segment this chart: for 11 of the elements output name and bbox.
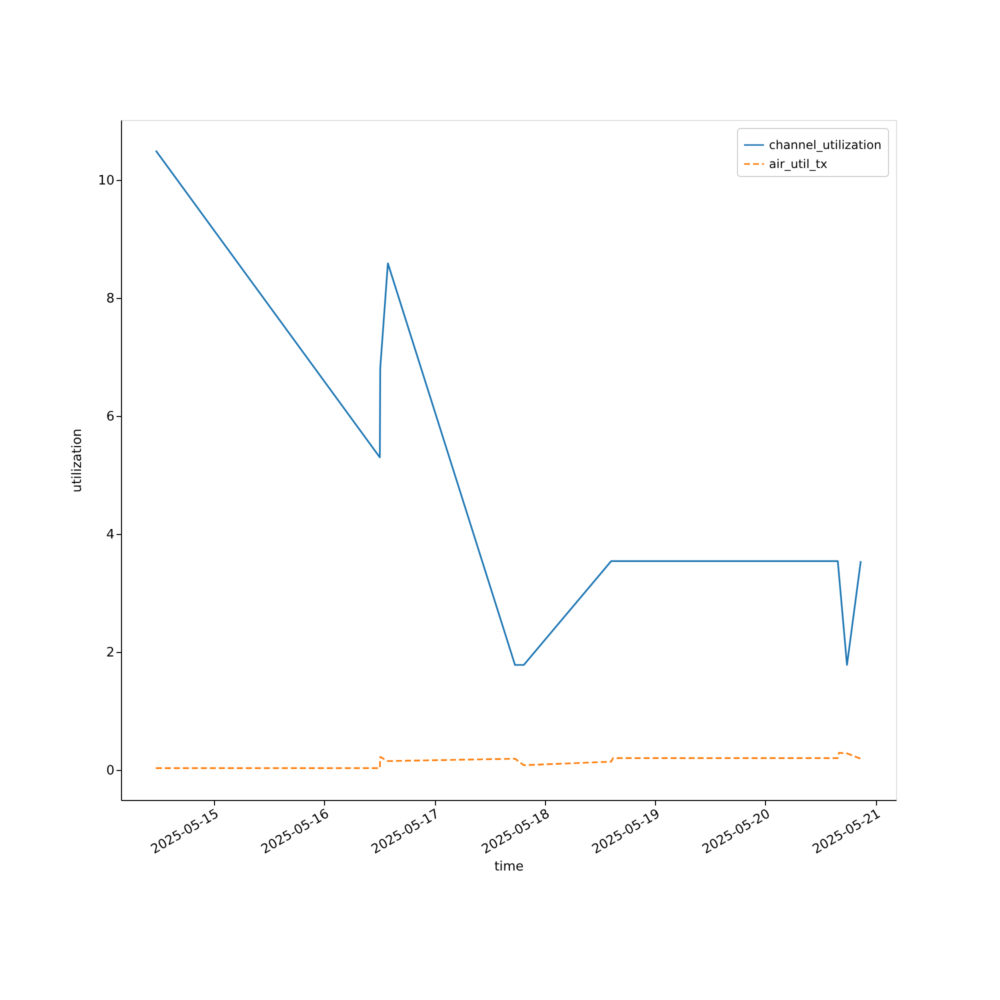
y-tick-label: 0	[106, 763, 114, 778]
y-axis-title: utilization	[70, 428, 85, 492]
line-series	[154, 752, 862, 770]
legend-label: channel_utilization	[769, 138, 882, 152]
legend-label: air_util_tx	[769, 157, 828, 171]
y-tick-label: 4	[106, 528, 114, 543]
y-tick-label: 10	[98, 174, 114, 189]
y-tick-label: 2	[106, 645, 114, 660]
y-tick-label: 6	[106, 410, 114, 425]
x-axis-title: time	[494, 860, 524, 875]
y-tick-label: 8	[106, 292, 114, 307]
